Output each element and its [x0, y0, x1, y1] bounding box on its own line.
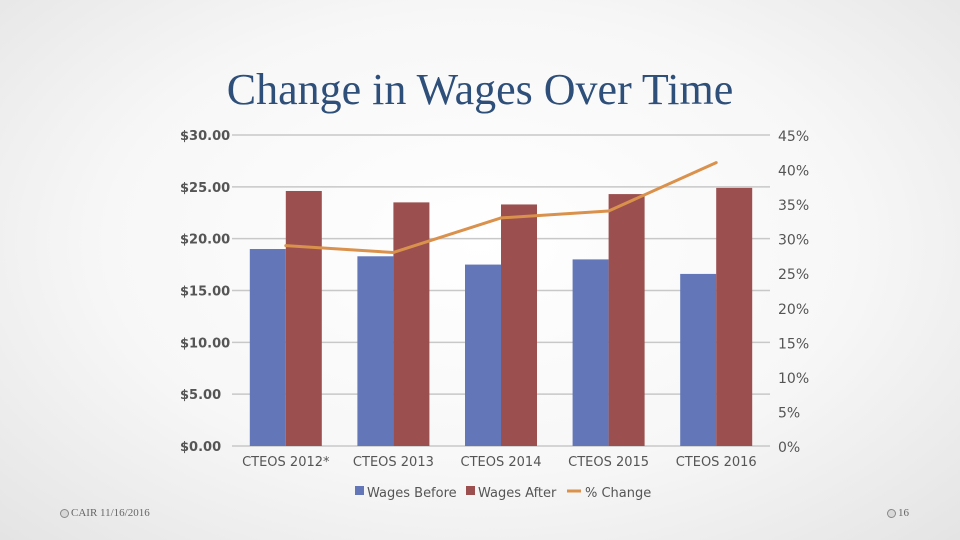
y-right-tick-label: 40%	[778, 164, 809, 180]
y-right-tick-label: 20%	[778, 302, 809, 318]
legend-swatch	[466, 486, 475, 495]
legend-label: % Change	[585, 486, 651, 501]
y-right-tick-label: 35%	[778, 198, 809, 214]
legend-label: Wages Before	[367, 486, 457, 501]
bar-wages-before	[357, 256, 394, 446]
x-tick-label: CTEOS 2012*	[242, 455, 330, 470]
y-left-tick-label: $30.00	[180, 129, 230, 144]
y-right-tick-label: 45%	[778, 129, 809, 145]
bar-wages-before	[249, 249, 286, 446]
footer-left: CAIR 11/16/2016	[60, 507, 150, 519]
y-left-tick-label: $15.00	[180, 285, 230, 300]
y-right-tick-label: 30%	[778, 233, 809, 249]
x-tick-label: CTEOS 2013	[353, 455, 434, 470]
bar-wages-after	[716, 187, 753, 446]
bar-wages-after	[393, 202, 430, 446]
point-pct-change	[391, 250, 395, 254]
point-pct-change	[284, 244, 288, 248]
y-left-tick-label: $0.00	[180, 440, 221, 455]
footer-bullet-icon	[887, 508, 896, 518]
y-right-tick-label: 15%	[778, 336, 809, 352]
slide-title: Change in Wages Over Time	[226, 65, 734, 114]
footer-right: 16	[887, 507, 909, 519]
point-pct-change	[607, 209, 611, 213]
footer-bullet-icon	[60, 508, 69, 518]
y-right-tick-label: 25%	[778, 267, 809, 283]
legend-label: Wages After	[478, 486, 557, 501]
footer-date-label: CAIR 11/16/2016	[71, 507, 150, 519]
bar-wages-after	[285, 190, 322, 446]
legend-swatch	[355, 486, 364, 495]
y-left-tick-label: $5.00	[180, 388, 221, 403]
y-left-tick-label: $25.00	[180, 181, 230, 196]
y-left-tick-label: $10.00	[180, 336, 230, 351]
y-right-tick-label: 10%	[778, 371, 809, 387]
x-tick-label: CTEOS 2015	[568, 455, 649, 470]
y-right-tick-label: 0%	[778, 440, 800, 456]
point-pct-change	[499, 216, 503, 220]
x-tick-label: CTEOS 2014	[461, 455, 542, 470]
x-tick-label: CTEOS 2016	[676, 455, 757, 470]
bar-wages-before	[680, 273, 717, 446]
bar-wages-after	[501, 204, 537, 446]
y-left-tick-label: $20.00	[180, 233, 230, 248]
page-number: 16	[898, 507, 909, 519]
bar-wages-before	[572, 259, 609, 446]
bar-wages-before	[465, 264, 501, 446]
point-pct-change	[714, 161, 718, 165]
bar-wages-after	[608, 194, 645, 446]
y-right-tick-label: 5%	[778, 405, 800, 421]
